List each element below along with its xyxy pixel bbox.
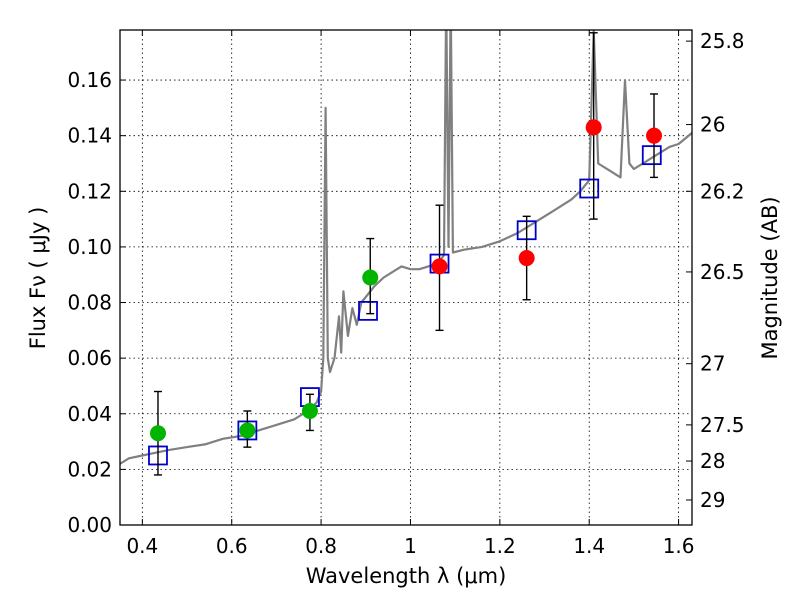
model-square-point (579, 178, 600, 199)
plot-frame (119, 29, 693, 526)
right-tick-label: 25.8 (700, 29, 745, 53)
model-square-point (641, 145, 662, 166)
right-tick-label: 28 (700, 449, 725, 473)
y-tick-label: 0.10 (67, 235, 112, 259)
nir-data-point (585, 119, 602, 136)
right-tick-label: 29 (700, 488, 725, 512)
optical-data-point (239, 422, 256, 439)
x-tick-label: 0.4 (126, 534, 158, 558)
optical-data-point (149, 425, 166, 442)
plot-area (120, 30, 692, 525)
y-tick-label: 0.00 (67, 513, 112, 537)
x-tick-label: 1 (404, 534, 417, 558)
optical-data-point (362, 269, 379, 286)
y-tick-label: 0.08 (67, 291, 112, 315)
y-tick-label: 0.12 (67, 179, 112, 203)
y-tick-label: 0.14 (67, 124, 112, 148)
nir-data-point (646, 127, 663, 144)
y-tick-label: 0.06 (67, 346, 112, 370)
right-axis-label: Magnitude (AB) (758, 196, 782, 359)
marks-layer (148, 32, 663, 476)
x-tick-label: 0.6 (216, 534, 248, 558)
grid (120, 30, 692, 526)
y-axis-ticks: 0.00 0.02 0.04 0.06 0.08 0.10 0.12 0.14 0.16 (67, 68, 126, 537)
right-axis-ticks: 25.8 26 26.2 26.5 27 27.5 28 29 (686, 29, 745, 512)
right-tick-label: 26 (700, 113, 725, 137)
nir-data-point (518, 250, 535, 267)
right-tick-label: 27 (700, 352, 725, 376)
x-tick-label: 1.4 (573, 534, 605, 558)
x-tick-label: 0.8 (305, 534, 337, 558)
spectrum-layer (120, 30, 692, 465)
x-axis-ticks: 0.4 0.6 0.8 1 1.2 1.4 1.6 (126, 30, 695, 558)
y-tick-label: 0.02 (67, 457, 112, 481)
model-square-point (358, 300, 378, 321)
optical-data-point (301, 402, 318, 419)
y-tick-label: 0.16 (67, 68, 112, 92)
right-tick-label: 27.5 (700, 413, 745, 437)
right-tick-label: 26.2 (700, 179, 745, 203)
x-tick-label: 1.2 (484, 534, 516, 558)
right-tick-label: 26.5 (700, 260, 745, 284)
y-tick-label: 0.04 (67, 402, 112, 426)
nir-data-point (431, 258, 448, 275)
spectrum-line (120, 30, 692, 465)
x-axis-label: Wavelength λ (μm) (306, 564, 507, 588)
y-axis-label: Flux Fν ( μJy ) (26, 207, 50, 350)
x-tick-label: 1.6 (663, 534, 695, 558)
